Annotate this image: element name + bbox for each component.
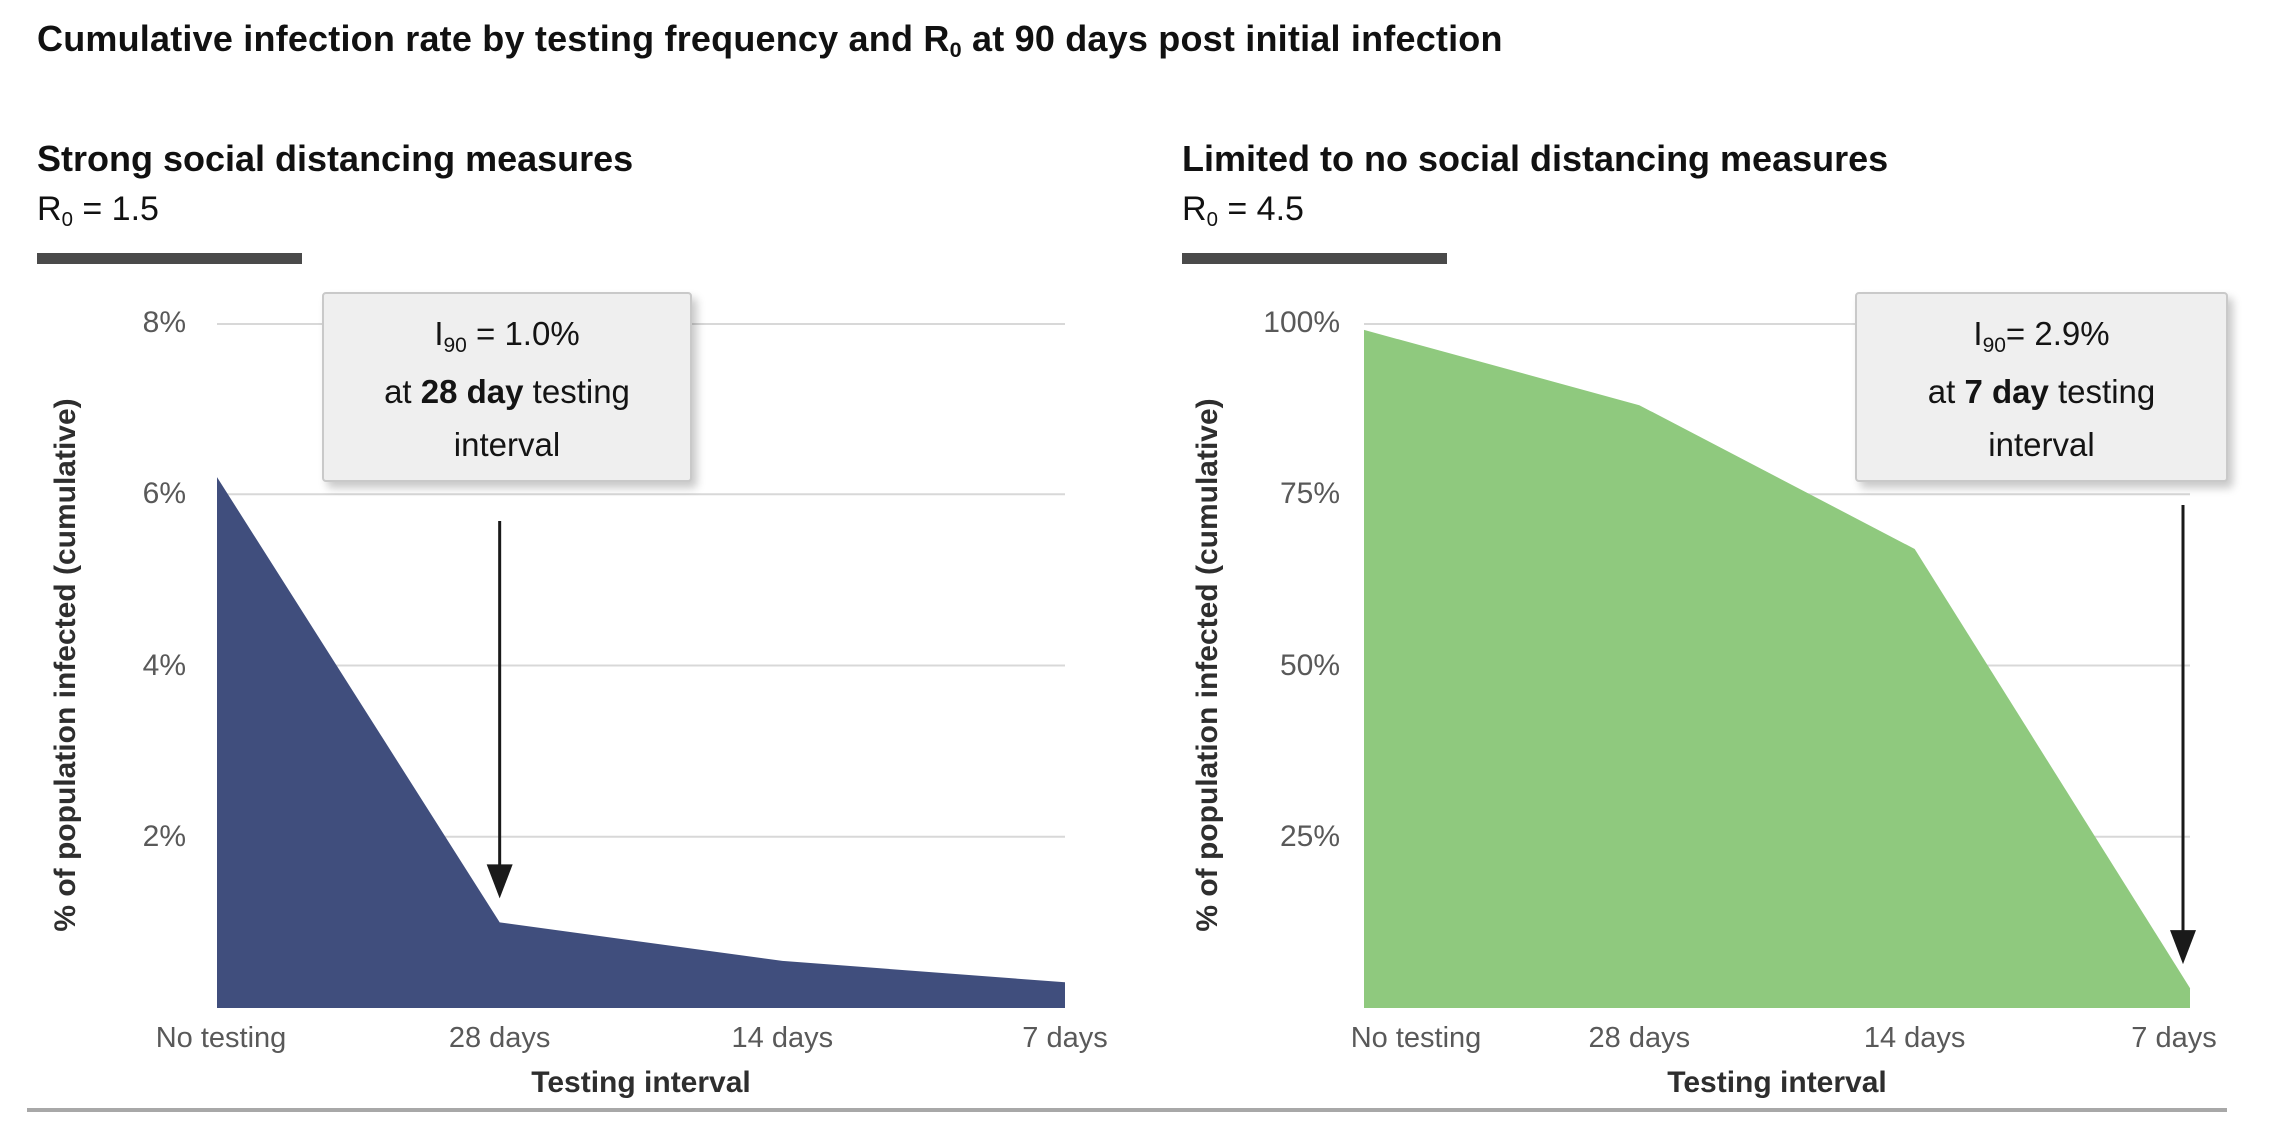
area-series	[1364, 329, 2190, 1008]
right-x-axis-title: Testing interval	[1667, 1066, 1887, 1099]
y-tick-label: 100%	[1263, 306, 1340, 339]
right-area-chart-plot	[1364, 323, 2196, 1008]
left-callout-line3: interval	[453, 426, 561, 463]
y-tick-label: 2%	[142, 819, 186, 853]
left-heading-underline	[37, 253, 302, 264]
annotation-arrow-head	[486, 864, 513, 899]
left-x-axis-title: Testing interval	[531, 1066, 751, 1099]
left-callout-line2-pre: at	[384, 373, 421, 410]
page-title-subscript: 0	[949, 37, 962, 63]
x-tick-label: 28 days	[1588, 1022, 1691, 1054]
right-callout-line3: interval	[1988, 426, 2095, 463]
right-callout-metric: I	[1973, 315, 1983, 352]
right-r0-value: = 4.5	[1217, 190, 1304, 228]
x-tick-label: No testing	[155, 1022, 287, 1054]
left-callout-interval-bold: 28 day	[420, 373, 524, 410]
y-tick-label: 75%	[1279, 477, 1340, 511]
left-r0-subscript: 0	[61, 209, 73, 232]
y-tick-label: 6%	[142, 477, 186, 511]
x-tick-label: 14 days	[731, 1022, 834, 1054]
y-tick-label: 8%	[142, 306, 186, 339]
left-callout-metric-subscript: 90	[443, 334, 467, 358]
page-title: Cumulative infection rate by testing fre…	[37, 18, 1503, 63]
right-callout-value: = 2.9%	[2005, 315, 2110, 352]
left-r0-symbol: R	[37, 190, 62, 228]
right-panel-heading: Limited to no social distancing measures	[1182, 138, 1889, 179]
right-r0-symbol: R	[1182, 190, 1207, 228]
right-callout-value-line: I90= 2.9%	[1857, 307, 2226, 365]
right-callout-interval-bold: 7 day	[1964, 373, 2049, 410]
x-tick-label: No testing	[1350, 1022, 1482, 1054]
right-callout-line2-pre: at	[1927, 373, 1965, 410]
right-callout-line2-post: testing	[2048, 373, 2156, 410]
left-area-chart-plot	[217, 323, 1065, 1009]
y-tick-label: 50%	[1279, 648, 1340, 682]
left-callout-value-line: I90 = 1.0%	[324, 307, 690, 365]
left-callout-line2-post: testing	[523, 373, 630, 410]
left-callout-value: = 1.0%	[466, 315, 580, 352]
right-r0-subscript: 0	[1206, 209, 1218, 232]
left-callout-metric: I	[434, 315, 444, 352]
y-tick-label: 25%	[1279, 819, 1340, 853]
right-annotation-callout: I90= 2.9% at 7 day testing interval	[1855, 292, 2228, 482]
right-callout-line2: at 7 day testing	[1857, 365, 2226, 418]
right-heading-underline	[1182, 253, 1447, 264]
left-r0-value: = 1.5	[72, 190, 159, 228]
left-panel-r0: R0 = 1.5	[37, 190, 159, 232]
right-panel-r0: R0 = 4.5	[1182, 190, 1304, 232]
area-series	[217, 477, 1065, 1009]
footer-divider-rule	[27, 1108, 2227, 1112]
page-title-text: Cumulative infection rate by testing fre…	[37, 18, 950, 59]
x-tick-label: 14 days	[1863, 1022, 1966, 1054]
annotation-arrow-head	[2170, 930, 2196, 965]
left-callout-line2: at 28 day testing	[324, 365, 690, 418]
right-callout-metric-subscript: 90	[1982, 334, 2006, 358]
page-title-text-tail: at 90 days post initial infection	[961, 18, 1503, 59]
x-tick-label: 7 days	[2131, 1022, 2217, 1054]
left-panel-heading: Strong social distancing measures	[37, 138, 634, 179]
y-tick-label: 4%	[142, 648, 186, 682]
x-tick-label: 7 days	[1022, 1022, 1108, 1054]
x-tick-label: 28 days	[448, 1022, 551, 1054]
left-annotation-callout: I90 = 1.0% at 28 day testing interval	[322, 292, 692, 482]
